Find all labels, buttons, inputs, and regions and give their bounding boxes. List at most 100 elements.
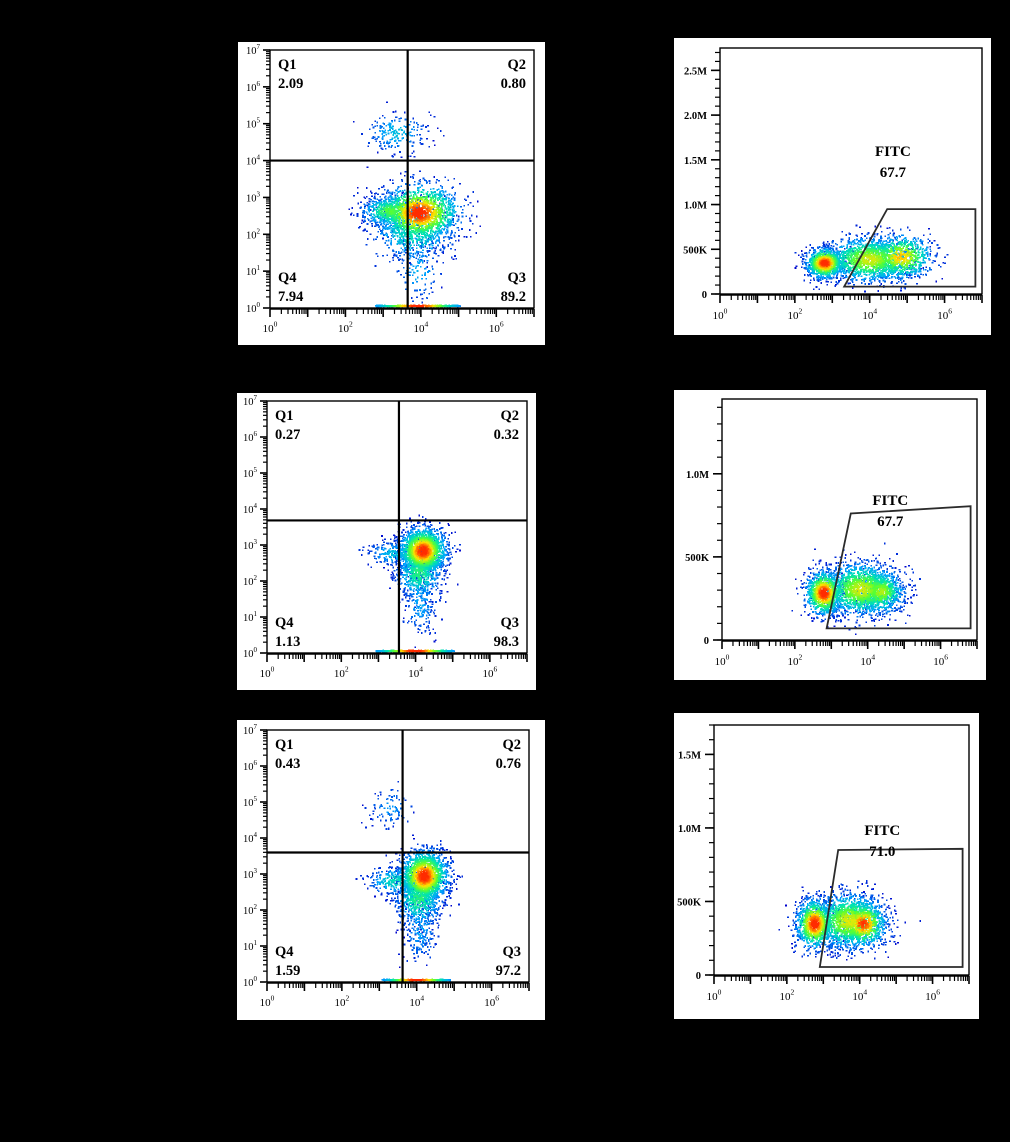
x-axis-ticks <box>721 640 978 649</box>
y-tick-label: 102 <box>243 903 258 917</box>
fitc-gate-polygon <box>825 505 972 630</box>
quadrant-label-q2: Q2 0.80 <box>501 57 526 92</box>
y-tick-label: 107 <box>243 723 258 737</box>
svg-text:102: 102 <box>246 227 261 241</box>
density-points <box>794 224 949 293</box>
y-tick-label: 103 <box>246 190 261 204</box>
y-tick-label: 105 <box>243 795 258 809</box>
panel-row1-fitc: 0 500K 1.0M 1.5M 2.0M 2.5M 100 102 104 106 FITC 67.… <box>674 38 991 335</box>
x-tick-label: 102 <box>334 994 349 1009</box>
x-tick-label: 104 <box>408 665 423 680</box>
x-tick-label: 100 <box>260 665 275 680</box>
density-points <box>348 101 482 308</box>
x-tick-label: 102 <box>334 665 349 680</box>
y-tick-label: 1.5M <box>684 156 707 167</box>
x-tick-label: 102 <box>338 320 353 335</box>
svg-text:Q3: Q3 <box>507 270 526 286</box>
plot-frame <box>266 400 528 654</box>
y-tick-label: 100 <box>243 646 258 660</box>
svg-text:106: 106 <box>489 320 504 335</box>
plot-frame <box>721 398 978 641</box>
x-axis-ticks <box>713 975 970 984</box>
x-tick-label: 104 <box>413 320 428 335</box>
density-points <box>791 542 921 636</box>
panel-row1-quadrant: 100 101 102 103 104 105 106 107 100 102 104 106 Q1 2.… <box>238 42 545 345</box>
svg-text:100: 100 <box>263 320 278 335</box>
quadrant-divider <box>267 730 529 982</box>
x-tick-label: 106 <box>489 320 504 335</box>
y-tick-label: 104 <box>243 502 258 516</box>
fitc-gate-polygon <box>842 208 977 288</box>
x-tick-label: 100 <box>263 320 278 335</box>
y-axis-ticks <box>263 49 270 309</box>
y-tick-label: 100 <box>243 975 258 989</box>
y-tick-label: 103 <box>243 867 258 881</box>
y-axis-ticks <box>260 400 267 654</box>
y-tick-label: 105 <box>246 117 261 131</box>
plot-frame <box>269 49 535 309</box>
y-tick-label: 1.5M <box>678 750 701 761</box>
y-tick-label: 500K <box>677 897 702 908</box>
plot-frame <box>719 47 983 295</box>
y-tick-label: 500K <box>685 553 710 564</box>
quadrant-plot-row3-svg: 100 101 102 103 104 105 106 107 100 102 104 106 Q10.… <box>243 723 530 1009</box>
y-tick-label: 100 <box>246 301 261 315</box>
quadrant-label-q2: Q20.76 <box>496 737 521 772</box>
panel-row3-quadrant: 100 101 102 103 104 105 106 107 100 102 104 106 Q1 0.… <box>237 720 545 1020</box>
y-tick-label: 106 <box>243 759 258 773</box>
plot-frame <box>266 729 530 983</box>
quadrant-plot-row2-svg: 100 101 102 103 104 105 106 107 100 102 104 106 Q10.… <box>243 394 528 680</box>
quadrant-divider <box>267 401 527 653</box>
quadrant-label-q2: Q20.32 <box>494 408 519 443</box>
y-tick-label: 101 <box>243 610 258 624</box>
svg-text:Q2: Q2 <box>507 57 526 73</box>
svg-text:105: 105 <box>246 117 261 131</box>
density-points <box>778 880 922 961</box>
y-tick-label: 107 <box>246 43 261 57</box>
y-tick-label: 102 <box>243 574 258 588</box>
y-tick-label: 104 <box>246 154 261 168</box>
density-points <box>358 514 461 653</box>
x-axis-ticks <box>266 653 528 662</box>
y-tick-label: 1.0M <box>684 201 707 212</box>
x-axis-ticks <box>719 294 983 303</box>
svg-text:7.94: 7.94 <box>278 289 303 305</box>
y-tick-label: 2.5M <box>684 66 707 77</box>
x-tick-label: 106 <box>482 665 497 680</box>
x-tick-label: 104 <box>409 994 424 1009</box>
svg-text:103: 103 <box>246 190 261 204</box>
y-tick-label: 0 <box>702 290 707 301</box>
y-tick-label: 101 <box>243 939 258 953</box>
y-axis-ticks <box>705 724 714 976</box>
svg-text:104: 104 <box>246 154 261 168</box>
y-axis-ticks <box>260 729 267 983</box>
fitc-gate-polygon <box>818 847 964 968</box>
x-tick-label: 102 <box>779 988 794 1003</box>
quadrant-label-q3: Q3 89.2 <box>501 270 526 305</box>
quadrant-label-q1: Q10.43 <box>275 737 300 772</box>
svg-text:107: 107 <box>246 43 261 57</box>
y-tick-label: 106 <box>243 430 258 444</box>
y-tick-label: 2.0M <box>684 111 707 122</box>
svg-text:102: 102 <box>338 320 353 335</box>
quadrant-label-q4: Q41.13 <box>275 615 300 650</box>
y-tick-label: 1.0M <box>686 470 709 481</box>
x-tick-label: 104 <box>862 307 877 322</box>
quadrant-label-q1: Q1 2.09 <box>278 57 303 92</box>
x-axis-ticks <box>269 308 535 317</box>
y-tick-label: 102 <box>246 227 261 241</box>
y-tick-label: 106 <box>246 80 261 94</box>
x-tick-label: 100 <box>715 653 730 668</box>
svg-text:100: 100 <box>246 301 261 315</box>
x-tick-label: 102 <box>787 307 802 322</box>
y-axis-ticks <box>713 406 722 641</box>
svg-text:2.09: 2.09 <box>278 76 303 92</box>
y-tick-label: 1.0M <box>678 824 701 835</box>
x-tick-label: 106 <box>925 988 940 1003</box>
